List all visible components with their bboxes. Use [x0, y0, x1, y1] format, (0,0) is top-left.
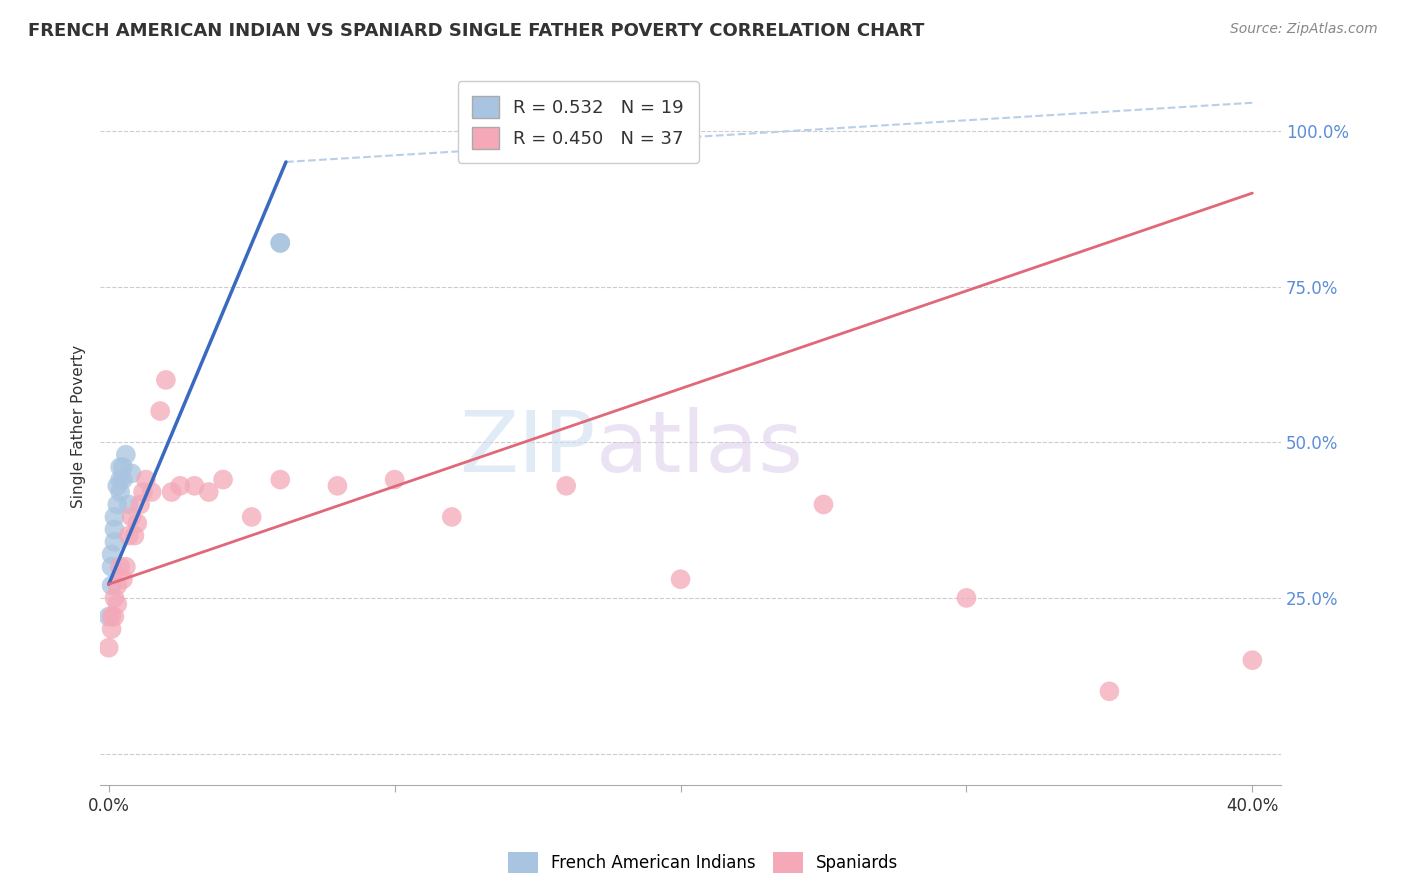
Point [97, 609, 120, 624]
Point [141, 485, 163, 500]
Point [555, 479, 578, 493]
Point [813, 498, 835, 512]
Point [115, 448, 138, 462]
Point [100, 547, 122, 561]
Point [212, 473, 235, 487]
Legend: French American Indians, Spaniards: French American Indians, Spaniards [501, 846, 905, 880]
Point [669, 572, 692, 586]
Point [118, 498, 141, 512]
Point [155, 373, 177, 387]
Point [103, 609, 125, 624]
Point [1098, 684, 1121, 698]
Point [105, 578, 128, 592]
Point [111, 460, 134, 475]
Point [1241, 653, 1264, 667]
Point [103, 522, 125, 536]
Point [135, 473, 157, 487]
Point [160, 485, 183, 500]
Text: Source: ZipAtlas.com: Source: ZipAtlas.com [1230, 22, 1378, 37]
Point [269, 235, 291, 250]
Point [127, 516, 149, 531]
Point [132, 485, 155, 500]
Point [108, 485, 131, 500]
Point [111, 572, 134, 586]
Point [108, 559, 131, 574]
Point [118, 528, 141, 542]
Point [111, 473, 134, 487]
Point [103, 591, 125, 605]
Point [197, 485, 219, 500]
Point [269, 235, 291, 250]
Point [326, 479, 349, 493]
Point [103, 510, 125, 524]
Point [169, 479, 191, 493]
Point [105, 498, 128, 512]
Point [121, 510, 143, 524]
Point [105, 597, 128, 611]
Point [108, 460, 131, 475]
Point [129, 498, 152, 512]
Point [149, 404, 172, 418]
Point [121, 467, 143, 481]
Point [108, 473, 131, 487]
Point [955, 591, 977, 605]
Point [124, 528, 146, 542]
Y-axis label: Single Father Poverty: Single Father Poverty [72, 345, 86, 508]
Text: atlas: atlas [596, 407, 804, 490]
Text: ZIP: ZIP [460, 407, 596, 490]
Point [384, 473, 406, 487]
Point [105, 479, 128, 493]
Point [269, 473, 291, 487]
Point [97, 640, 120, 655]
Point [100, 622, 122, 636]
Point [100, 609, 122, 624]
Text: FRENCH AMERICAN INDIAN VS SPANIARD SINGLE FATHER POVERTY CORRELATION CHART: FRENCH AMERICAN INDIAN VS SPANIARD SINGL… [28, 22, 925, 40]
Point [440, 510, 463, 524]
Point [100, 559, 122, 574]
Point [100, 578, 122, 592]
Point [183, 479, 205, 493]
Point [115, 559, 138, 574]
Point [240, 510, 263, 524]
Point [103, 534, 125, 549]
Legend: R = 0.532   N = 19, R = 0.450   N = 37: R = 0.532 N = 19, R = 0.450 N = 37 [457, 81, 699, 163]
